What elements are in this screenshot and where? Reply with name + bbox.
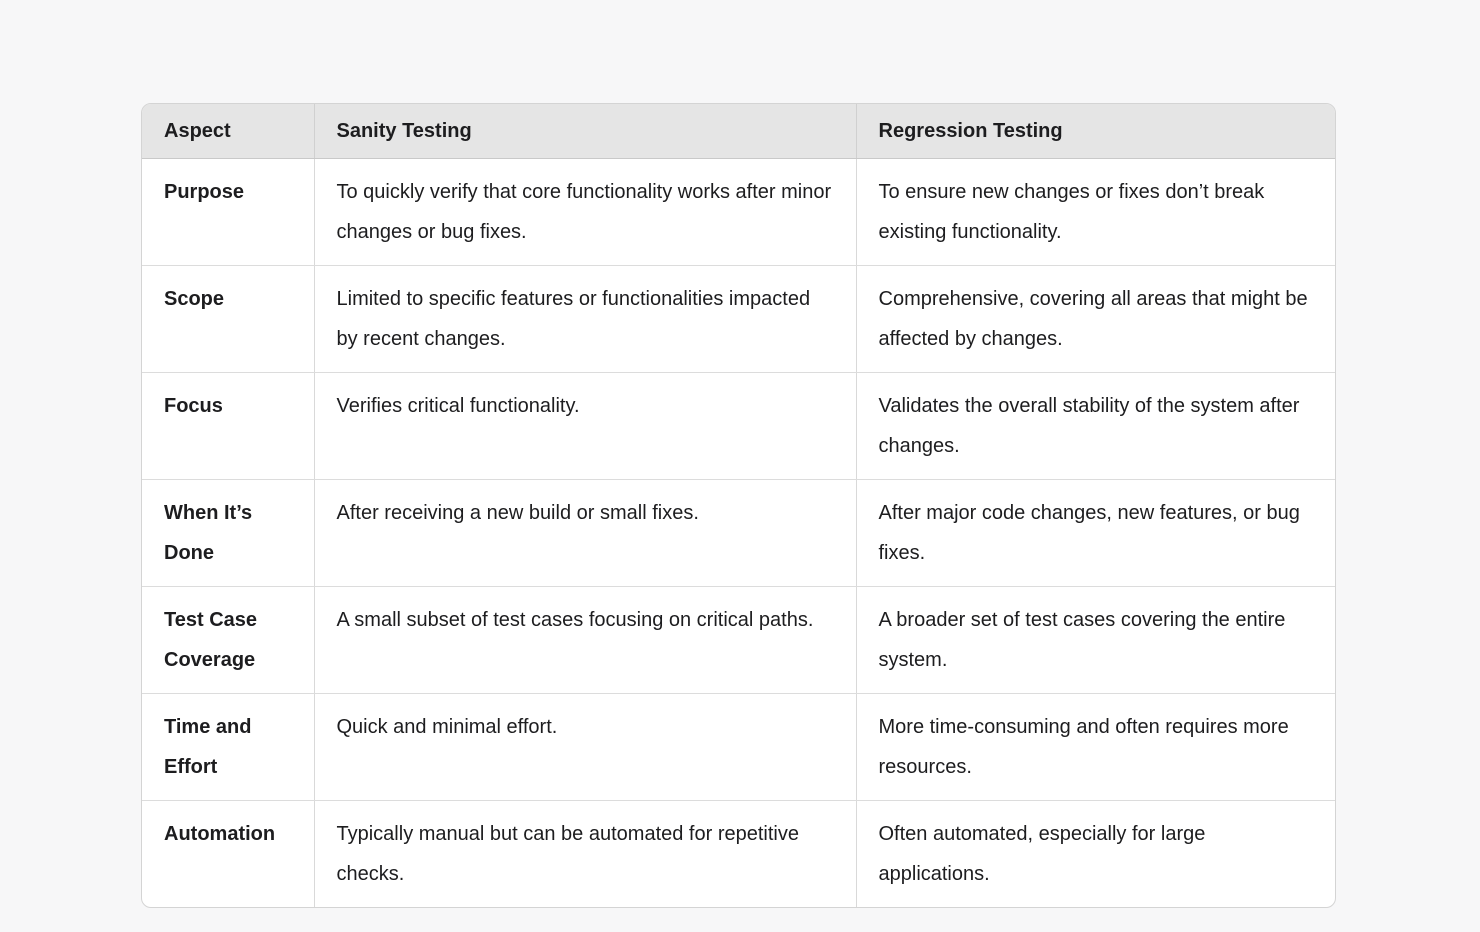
table-row-when-its-done: When It’s Done After receiving a new bui…: [142, 479, 1335, 587]
comparison-table-container: Aspect Sanity Testing Regression Testing…: [141, 103, 1336, 908]
table-row-purpose: Purpose To quickly verify that core func…: [142, 158, 1335, 266]
regression-cell: Validates the overall stability of the s…: [856, 372, 1335, 480]
sanity-cell: After receiving a new build or small fix…: [314, 479, 857, 587]
sanity-vs-regression-table: Aspect Sanity Testing Regression Testing…: [142, 104, 1335, 907]
table-row-test-case-coverage: Test Case Coverage A small subset of tes…: [142, 586, 1335, 694]
regression-cell: A broader set of test cases covering the…: [856, 586, 1335, 694]
aspect-label: Focus: [142, 372, 315, 480]
table-row-time-and-effort: Time and Effort Quick and minimal effort…: [142, 693, 1335, 801]
sanity-cell: A small subset of test cases focusing on…: [314, 586, 857, 694]
aspect-label: When It’s Done: [142, 479, 315, 587]
aspect-label: Time and Effort: [142, 693, 315, 801]
aspect-label: Test Case Coverage: [142, 586, 315, 694]
table-row-scope: Scope Limited to specific features or fu…: [142, 265, 1335, 373]
sanity-cell: Verifies critical functionality.: [314, 372, 857, 480]
regression-cell: Often automated, especially for large ap…: [878, 823, 1206, 885]
table-body: Purpose To quickly verify that core func…: [142, 158, 1335, 907]
header-row: Aspect Sanity Testing Regression Testing: [142, 104, 1335, 159]
sanity-cell: To quickly verify that core functionalit…: [314, 158, 857, 266]
column-header-aspect: Aspect: [142, 104, 315, 159]
column-header-sanity-testing: Sanity Testing: [314, 104, 857, 159]
regression-cell: More time-consuming and often requires m…: [856, 693, 1335, 801]
column-header-regression-testing: Regression Testing: [856, 104, 1335, 159]
table-row-focus: Focus Verifies critical functionality. V…: [142, 372, 1335, 480]
regression-cell: Comprehensive, covering all areas that m…: [856, 265, 1335, 373]
regression-cell: To ensure new changes or fixes don’t bre…: [856, 158, 1335, 266]
table-header: Aspect Sanity Testing Regression Testing: [142, 104, 1335, 159]
sanity-cell: Limited to specific features or function…: [314, 265, 857, 373]
aspect-label: Scope: [142, 265, 315, 373]
aspect-label: Automation: [142, 800, 315, 907]
regression-cell: After major code changes, new features, …: [856, 479, 1335, 587]
aspect-label: Purpose: [142, 158, 315, 266]
sanity-cell: Typically manual but can be automated fo…: [314, 800, 857, 907]
table-row-automation: Automation Typically manual but can be a…: [142, 800, 1335, 907]
sanity-cell: Quick and minimal effort.: [314, 693, 857, 801]
